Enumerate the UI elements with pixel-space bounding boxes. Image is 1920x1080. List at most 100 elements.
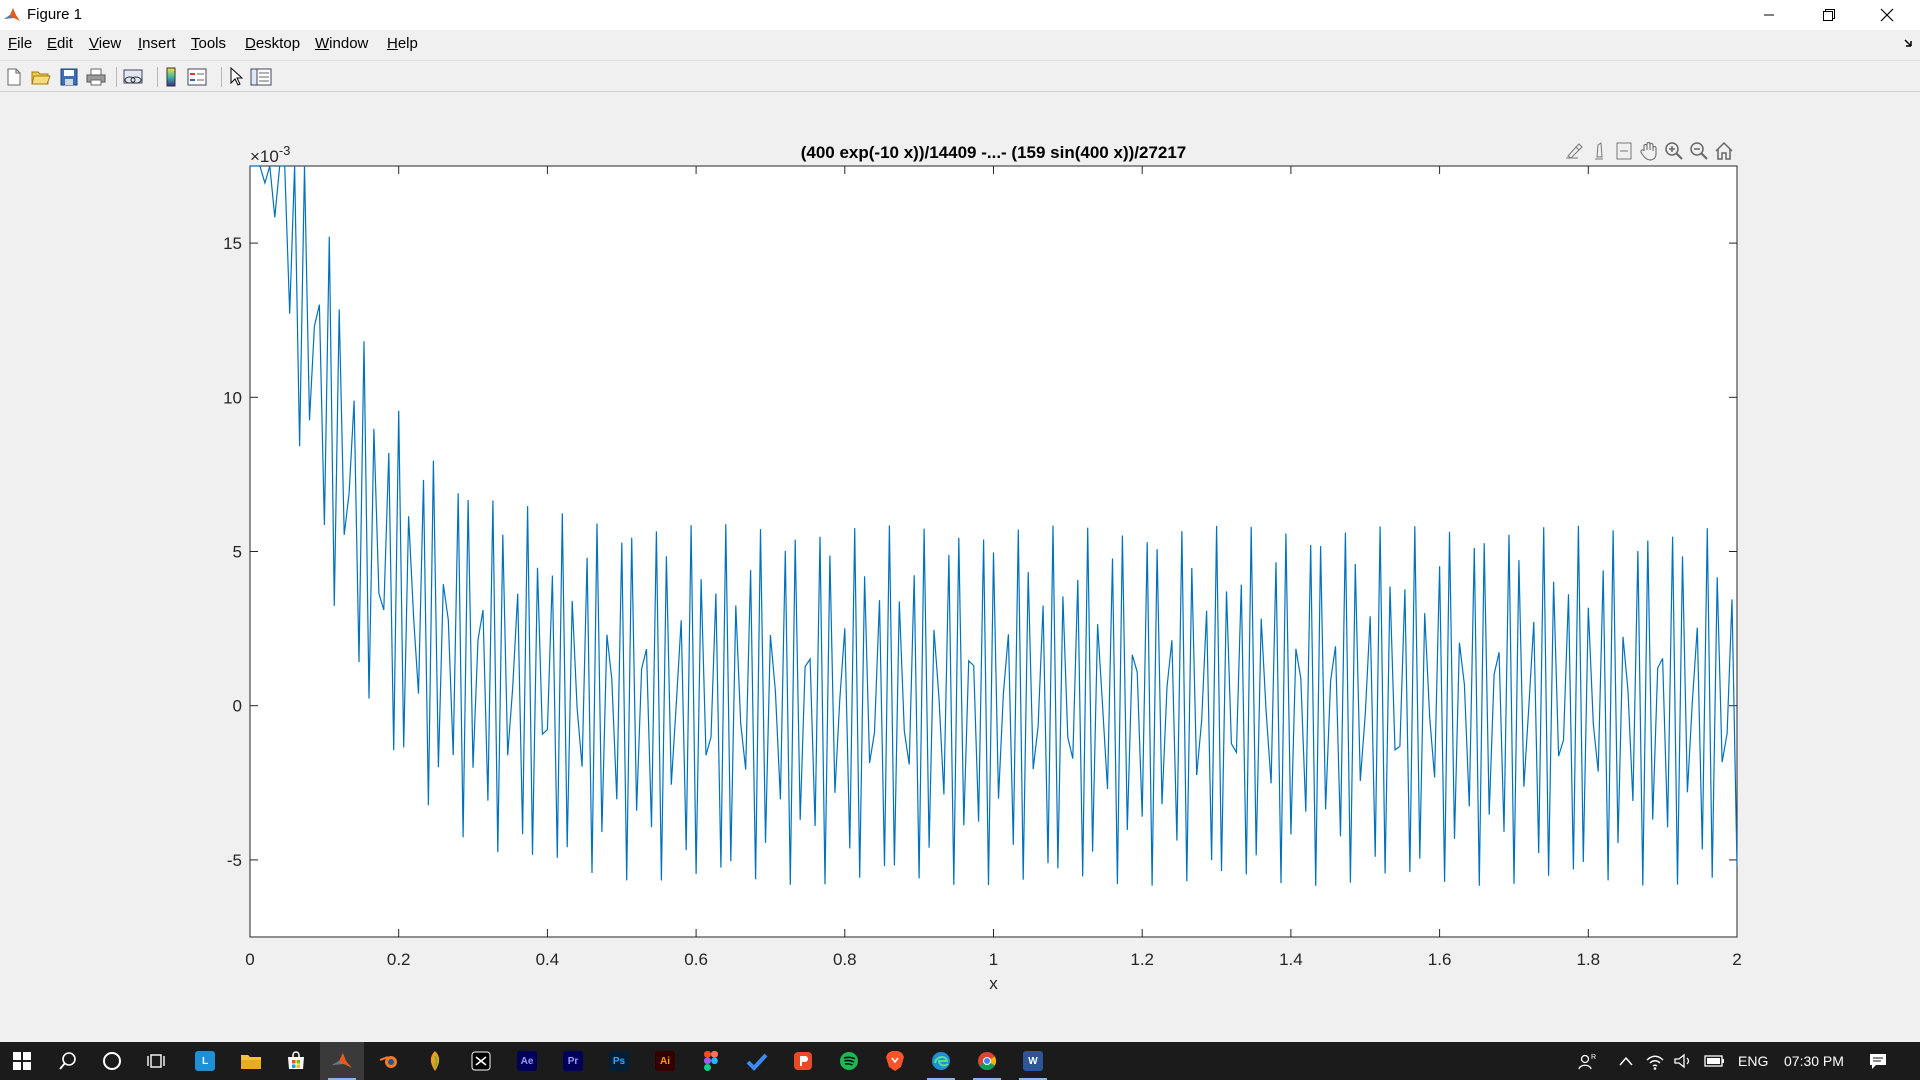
taskbar-file-explorer[interactable] xyxy=(229,1042,273,1080)
people-tray-button[interactable]: R xyxy=(1578,1051,1598,1071)
taskbar-premiere-pro[interactable]: Pr xyxy=(551,1042,595,1080)
pan-button[interactable] xyxy=(1637,139,1660,163)
task-view-button[interactable] xyxy=(134,1042,178,1080)
spotify-icon xyxy=(840,1052,858,1070)
x-tick-label: 0 xyxy=(245,950,254,969)
taskbar-illustrator[interactable]: Ai xyxy=(643,1042,687,1080)
restore-view-icon xyxy=(1616,142,1631,160)
save-button[interactable] xyxy=(57,65,81,89)
zoom-in-button[interactable] xyxy=(1662,139,1685,163)
taskbar-edge[interactable] xyxy=(919,1042,963,1080)
zoom-out-icon xyxy=(1689,142,1708,160)
action-center-button[interactable] xyxy=(1868,1051,1888,1071)
insert-legend-icon xyxy=(187,68,207,86)
pan-hand-icon xyxy=(1639,142,1656,161)
open-file-icon xyxy=(31,71,51,85)
insert-colorbar-button[interactable] xyxy=(159,65,183,89)
property-inspector-button[interactable] xyxy=(249,65,273,89)
toolbar-separator xyxy=(157,67,158,87)
toolbar-separator xyxy=(221,67,222,87)
menu-desktop[interactable]: Desktop xyxy=(245,35,301,52)
x-tick-label: 2 xyxy=(1732,950,1741,969)
taskbar-after-effects[interactable]: Ae xyxy=(505,1042,549,1080)
search-button[interactable] xyxy=(46,1042,90,1080)
home-button[interactable] xyxy=(1712,139,1735,163)
restore-view-button[interactable] xyxy=(1612,139,1635,163)
taskbar-brave[interactable] xyxy=(873,1042,917,1080)
blender-icon xyxy=(379,1056,397,1068)
axes-background[interactable] xyxy=(249,165,1738,938)
x-tick-label: 1.8 xyxy=(1576,950,1600,969)
zoom-in-icon xyxy=(1664,142,1683,160)
after-effects-icon: Ae xyxy=(517,1051,537,1071)
brush-data-button[interactable] xyxy=(1562,139,1585,163)
ppsspp-icon xyxy=(794,1052,812,1070)
edit-plot-arrow-icon xyxy=(230,67,244,86)
home-icon xyxy=(1714,141,1733,160)
cortana-button[interactable] xyxy=(90,1042,134,1080)
taskbar-chrome[interactable] xyxy=(965,1042,1009,1080)
chrome-icon xyxy=(978,1052,997,1071)
task-view-icon xyxy=(147,1054,165,1068)
taskbar-figma[interactable] xyxy=(689,1042,733,1080)
figure-canvas[interactable]: 0 0.2 0.4 0.6 0.8 1 1.2 1.4 1.6 1.8 2 -5 0 5 10 15 ×10-… xyxy=(0,93,1920,1042)
show-hidden-icons-button[interactable] xyxy=(1616,1051,1636,1071)
close-button[interactable] xyxy=(1858,0,1916,30)
taskbar-photoshop[interactable]: Ps xyxy=(597,1042,641,1080)
taskbar-fl-studio[interactable] xyxy=(413,1042,457,1080)
print-button[interactable] xyxy=(84,65,108,89)
x-tick-label: 0.6 xyxy=(684,950,708,969)
taskbar-capcut[interactable] xyxy=(459,1042,503,1080)
y-tick-label: 0 xyxy=(233,697,242,716)
figma-icon xyxy=(704,1051,718,1071)
start-icon xyxy=(13,1052,31,1070)
plot-area[interactable]: 0 0.2 0.4 0.6 0.8 1 1.2 1.4 1.6 1.8 2 -5 0 5 10 15 ×10-… xyxy=(0,93,1920,1042)
link-plot-button[interactable] xyxy=(121,65,145,89)
menu-window[interactable]: Window xyxy=(315,35,369,52)
chart-title: (400 exp(-10 x))/14409 -...- (159 sin(40… xyxy=(801,143,1187,162)
people-icon: R xyxy=(1578,1054,1596,1070)
print-icon xyxy=(86,68,106,86)
language-indicator[interactable]: ENG xyxy=(1738,1053,1769,1069)
y-tick-label: 10 xyxy=(223,388,242,407)
todo-icon xyxy=(746,1053,768,1071)
file-explorer-icon xyxy=(241,1055,261,1069)
new-figure-button[interactable] xyxy=(2,65,26,89)
start-button[interactable] xyxy=(0,1042,44,1080)
close-icon xyxy=(1880,8,1894,22)
taskbar-word[interactable]: W xyxy=(1011,1042,1055,1080)
clock[interactable]: 07:30 PM xyxy=(1784,1053,1844,1069)
restore-button[interactable] xyxy=(1800,0,1858,30)
taskbar-blender[interactable] xyxy=(367,1042,411,1080)
taskbar-matlab[interactable] xyxy=(320,1042,364,1080)
insert-legend-button[interactable] xyxy=(185,65,209,89)
series-line[interactable] xyxy=(250,165,1738,886)
x-axis-label: x xyxy=(989,974,998,993)
brave-icon xyxy=(886,1051,904,1071)
axes-toolbar xyxy=(1562,139,1735,165)
open-file-button[interactable] xyxy=(29,65,53,89)
zoom-out-button[interactable] xyxy=(1687,139,1710,163)
data-tips-icon xyxy=(1594,142,1603,160)
x-tick-label: 0.2 xyxy=(387,950,411,969)
volume-tray-button[interactable] xyxy=(1673,1051,1693,1071)
minimize-button[interactable] xyxy=(1740,0,1798,30)
title-bar[interactable]: Figure 1 xyxy=(0,0,1920,30)
network-tray-button[interactable] xyxy=(1645,1051,1665,1071)
menu-file[interactable]: File xyxy=(8,35,33,52)
menu-edit[interactable]: Edit xyxy=(47,35,73,52)
data-tips-button[interactable] xyxy=(1587,139,1610,163)
battery-tray-button[interactable] xyxy=(1704,1051,1724,1071)
taskbar-store[interactable] xyxy=(274,1042,318,1080)
edit-plot-button[interactable] xyxy=(224,65,248,89)
running-indicator xyxy=(328,1078,356,1080)
taskbar-ppsspp[interactable] xyxy=(781,1042,825,1080)
menu-insert[interactable]: Insert xyxy=(138,35,176,52)
menu-tools[interactable]: Tools xyxy=(191,35,227,52)
menu-help[interactable]: Help xyxy=(387,35,418,52)
taskbar-app-l[interactable]: L xyxy=(183,1042,227,1080)
taskbar-todo[interactable] xyxy=(735,1042,779,1080)
menu-view[interactable]: View xyxy=(89,35,122,52)
dock-figure-icon[interactable] xyxy=(1904,38,1914,48)
taskbar-spotify[interactable] xyxy=(827,1042,871,1080)
